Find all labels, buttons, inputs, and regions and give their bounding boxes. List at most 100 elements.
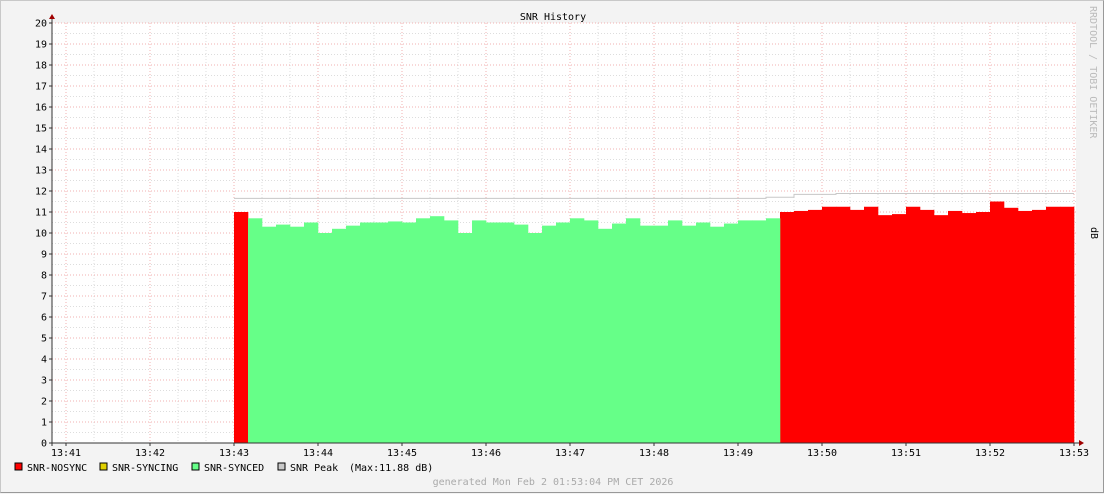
bar-snr-synced: [738, 220, 753, 443]
data-marks: [234, 193, 1075, 443]
chart-title: SNR History: [520, 12, 586, 23]
bar-snr-synced: [696, 222, 711, 443]
legend-swatch: [14, 462, 23, 471]
bar-snr-nosync: [962, 213, 977, 443]
bar-snr-synced: [598, 228, 613, 443]
y-tick-label: 13: [35, 166, 47, 177]
bar-snr-synced: [360, 222, 375, 443]
y-tick-label: 6: [41, 313, 47, 324]
y-tick-label: 20: [35, 19, 47, 30]
y-tick-label: 4: [41, 355, 47, 366]
bar-snr-synced: [346, 225, 361, 443]
x-tick-label: 13:48: [639, 448, 669, 459]
y-tick-label: 5: [41, 334, 47, 345]
bar-snr-synced: [444, 220, 459, 443]
bar-snr-nosync: [808, 209, 823, 443]
bar-snr-synced: [388, 221, 403, 443]
legend-label: SNR Peak: [290, 463, 338, 474]
generated-footer: generated Mon Feb 2 01:53:04 PM CET 2026: [433, 477, 674, 488]
axes: [49, 14, 1084, 446]
y-tick-label: 1: [41, 418, 47, 429]
bar-snr-nosync: [780, 212, 795, 443]
x-tick-label: 13:45: [387, 448, 417, 459]
y-tick-label: 7: [41, 292, 47, 303]
y-tick-label: 19: [35, 40, 47, 51]
bar-snr-nosync: [1046, 206, 1061, 443]
y-tick-label: 15: [35, 124, 47, 135]
bar-snr-nosync: [864, 206, 879, 443]
y-tick-label: 11: [35, 208, 47, 219]
bar-snr-synced: [486, 222, 501, 443]
legend-swatch: [277, 462, 286, 471]
bar-snr-nosync: [892, 214, 907, 443]
bar-snr-synced: [514, 224, 529, 443]
bar-snr-synced: [556, 222, 571, 443]
bar-snr-synced: [668, 220, 683, 443]
bar-snr-nosync: [920, 209, 935, 443]
legend-swatch: [191, 462, 200, 471]
y-tick-label: 17: [35, 82, 47, 93]
bar-snr-synced: [290, 226, 305, 443]
x-tick-label: 13:43: [219, 448, 249, 459]
bar-snr-nosync: [990, 201, 1005, 443]
bar-snr-nosync: [836, 206, 851, 443]
bar-snr-synced: [542, 225, 557, 443]
x-tick-label: 13:53: [1059, 448, 1089, 459]
bar-snr-nosync: [234, 212, 249, 443]
bar-snr-synced: [262, 226, 277, 443]
bar-snr-nosync: [1060, 206, 1075, 443]
bar-snr-synced: [710, 226, 725, 443]
rrdtool-watermark: RRDTOOL / TOBI OETIKER: [1087, 6, 1098, 139]
y-axis-label: dB: [1088, 227, 1099, 239]
x-tick-label: 13:41: [51, 448, 81, 459]
bar-snr-nosync: [878, 215, 893, 443]
legend-note: (Max:11.88 dB): [349, 463, 433, 474]
bar-snr-synced: [276, 224, 291, 443]
x-tick-label: 13:47: [555, 448, 585, 459]
y-tick-label: 10: [35, 229, 47, 240]
bar-snr-synced: [570, 218, 585, 443]
x-tick-label: 13:51: [891, 448, 921, 459]
bar-snr-synced: [654, 225, 669, 443]
y-tick-label: 9: [41, 250, 47, 261]
x-tick-label: 13:44: [303, 448, 333, 459]
bar-snr-synced: [416, 218, 431, 443]
y-tick-label: 3: [41, 376, 47, 387]
x-tick-label: 13:42: [135, 448, 165, 459]
bar-snr-synced: [248, 218, 263, 443]
bar-snr-nosync: [1018, 210, 1033, 443]
y-axis-arrow-icon: [49, 14, 55, 19]
x-tick-label: 13:52: [975, 448, 1005, 459]
x-tick-label: 13:49: [723, 448, 753, 459]
bar-snr-synced: [458, 233, 473, 443]
bar-snr-synced: [626, 218, 641, 443]
bar-snr-nosync: [976, 212, 991, 443]
y-tick-label: 0: [41, 439, 47, 450]
bar-snr-synced: [752, 220, 767, 443]
x-tick-label: 13:46: [471, 448, 501, 459]
legend-label: SNR-SYNCING: [112, 463, 178, 474]
legend-label: SNR-NOSYNC: [27, 463, 87, 474]
bar-snr-synced: [766, 218, 781, 443]
y-tick-label: 14: [35, 145, 47, 156]
y-tick-label: 18: [35, 61, 47, 72]
y-tick-label: 12: [35, 187, 47, 198]
y-tick-label: 8: [41, 271, 47, 282]
x-axis-arrow-icon: [1079, 440, 1084, 446]
bar-snr-synced: [374, 222, 389, 443]
bar-snr-nosync: [794, 210, 809, 443]
bar-snr-synced: [584, 220, 599, 443]
bar-snr-synced: [640, 225, 655, 443]
x-tick-label: 13:50: [807, 448, 837, 459]
legend-swatch: [99, 462, 108, 471]
bar-snr-synced: [318, 233, 333, 443]
bar-snr-synced: [528, 233, 543, 443]
bar-snr-synced: [472, 220, 487, 443]
bar-snr-nosync: [1032, 209, 1047, 443]
bar-snr-nosync: [934, 215, 949, 443]
bar-snr-synced: [612, 223, 627, 443]
bar-snr-synced: [304, 222, 319, 443]
bar-snr-nosync: [822, 206, 837, 443]
bar-snr-synced: [402, 222, 417, 443]
